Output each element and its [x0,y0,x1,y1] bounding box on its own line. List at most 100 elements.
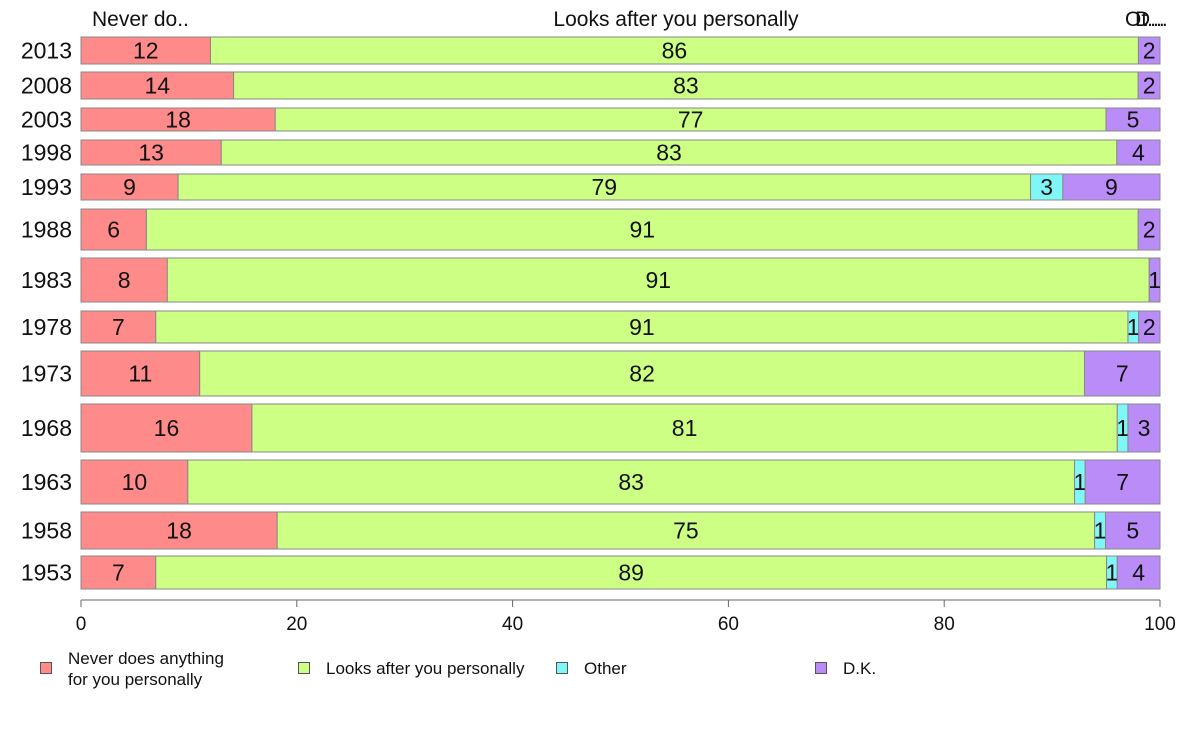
bar-segment-dk [1105,107,1161,132]
bar-segment-never [80,208,147,251]
bar-segment-dk [1137,208,1161,251]
data-label: 91 [630,217,656,243]
category-label: 1993 [21,174,72,200]
category-label: 1978 [21,314,72,340]
legend-label-looks-after: Looks after you personally [326,659,525,678]
legend-label-dk: D.K. [843,659,877,678]
data-label: 3 [1138,415,1151,441]
data-label: 5 [1126,518,1139,544]
data-label: 1 [1127,314,1140,340]
bar-segment-dk [1127,403,1161,453]
category-label: 2013 [21,38,72,64]
data-label: 5 [1127,107,1140,133]
data-label: 18 [165,107,191,133]
category-label: 1973 [21,361,72,387]
legend-item-never: Never does anything for you personally [40,648,224,690]
data-label: 1 [1106,560,1119,586]
data-label: 8 [118,267,131,293]
data-label: 10 [122,469,148,495]
data-label: 7 [112,314,125,340]
category-label: 1958 [21,518,72,544]
x-tick-label: 100 [1144,614,1176,635]
data-label: 3 [1040,174,1053,200]
bar-segment-looks-after [251,403,1118,453]
data-label: 11 [128,361,152,387]
data-label: 9 [1105,174,1118,200]
data-label: 83 [618,469,644,495]
bar-segment-never [80,310,157,344]
legend-swatch-looks-after [298,662,310,674]
x-tick-label: 60 [718,614,739,635]
category-label: 1983 [21,267,72,293]
bar-segment-looks-after [276,511,1096,550]
bar-segment-never [80,555,157,590]
data-label: 6 [107,217,120,243]
data-label: 1 [1116,415,1129,441]
bar-segment-dk [1137,36,1161,65]
bar-segment-dk [1116,139,1161,166]
data-label: 77 [678,107,704,133]
data-label: 79 [592,174,618,200]
x-tick-label: 40 [502,614,523,635]
data-label: 16 [154,415,180,441]
data-label: 7 [1116,361,1129,387]
column-header: Never do.. [92,8,189,31]
legend-swatch-never [40,662,52,674]
bar-segment-looks-after [187,459,1076,505]
data-label: 18 [166,518,192,544]
data-label: 75 [673,518,699,544]
x-tick-label: 20 [286,614,307,635]
bar-segment-looks-after [209,36,1139,65]
column-header: D... [1135,8,1168,31]
legend-item-other: Other [556,648,627,679]
bar-segment-other [1030,173,1064,201]
data-label: 7 [112,560,125,586]
bar-segment-looks-after [233,71,1139,100]
bar-segment-looks-after [199,350,1085,397]
legend-swatch-other [556,662,568,674]
bar-segment-never [80,511,278,550]
data-label: 2 [1143,217,1156,243]
category-label: 2008 [21,73,72,99]
bar-segment-looks-after [155,310,1129,344]
data-label: 2 [1143,73,1156,99]
bar-segment-looks-after [220,139,1118,166]
data-label: 9 [123,174,136,200]
data-label: 14 [144,73,170,99]
category-label: 1963 [21,469,72,495]
bar-segment-dk [1137,71,1161,100]
data-label: 1 [1073,469,1086,495]
bar-segment-looks-after [145,208,1139,251]
legend-label-other: Other [584,659,627,678]
legend-swatch-dk [815,662,827,674]
data-label: 83 [673,73,699,99]
column-header: Looks after you personally [553,8,799,31]
bar-segment-never [80,257,168,303]
category-label: 1998 [21,140,72,166]
bar-segment-dk [1148,257,1161,303]
category-label: 1953 [21,560,72,586]
bar-segment-never [80,459,189,505]
data-label: 4 [1132,140,1145,166]
bar-segment-dk [1116,555,1161,590]
bar-segment-dk [1083,350,1161,397]
data-label: 82 [629,361,655,387]
data-label: 1 [1148,267,1161,293]
bar-segment-dk [1138,310,1161,344]
legend-label-never: Never does anything for you personally [68,649,224,689]
legend: Never does anything for you personally L… [0,648,1188,698]
data-label: 1 [1094,518,1107,544]
data-label: 89 [618,560,644,586]
bar-segment-looks-after [177,173,1032,201]
data-label: 91 [629,314,655,340]
stacked-bar-chart: Never do.. Looks after you personally Ot..… [21,8,1176,635]
bar-segment-looks-after [166,257,1150,303]
data-label: 2 [1143,38,1156,64]
column-header: Ot... [1125,8,1165,31]
legend-item-looks-after: Looks after you personally [298,648,524,679]
data-label: 4 [1132,560,1145,586]
category-label: 1988 [21,217,72,243]
legend-item-dk: D.K. [815,648,876,679]
bar-segment-dk [1105,511,1161,550]
bar-segment-dk [1084,459,1161,505]
